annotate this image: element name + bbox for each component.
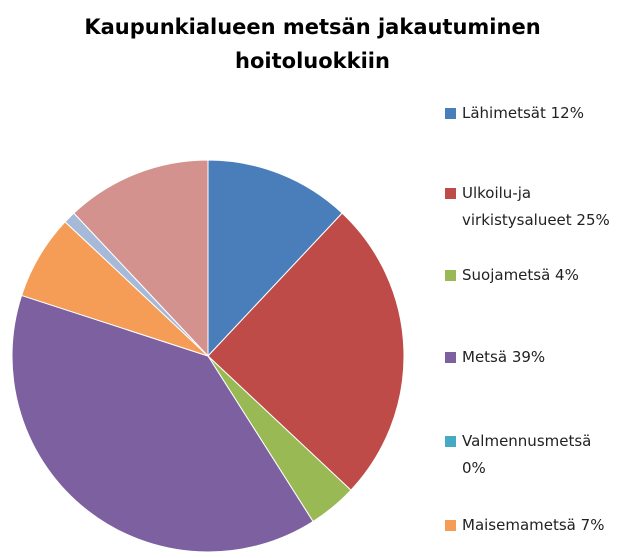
legend-entry: Metsä 39%	[445, 344, 620, 371]
legend-swatch	[445, 188, 456, 199]
legend-swatch	[445, 352, 456, 363]
legend-label: Metsä 39%	[462, 348, 546, 366]
legend-entry: Suojametsä 4%	[445, 262, 620, 289]
legend-swatch	[445, 108, 456, 119]
pie-slice	[73, 159, 209, 358]
legend-entry: Maisemametsä 7%	[445, 512, 620, 539]
legend-swatch	[445, 436, 456, 447]
legend-label: Lähimetsät 12%	[462, 104, 584, 122]
legend-label: Maisemametsä 7%	[462, 516, 605, 534]
pie-slice	[207, 212, 405, 491]
legend-label: Suojametsä 4%	[462, 266, 579, 284]
legend-entry: Ulkoilu-ja virkistysalueet 25%	[445, 180, 620, 234]
legend-entry: Lähimetsät 12%	[445, 100, 620, 127]
pie-chart	[11, 159, 405, 553]
pie-slice	[11, 294, 314, 553]
pie-slice	[207, 159, 343, 358]
legend-swatch	[445, 520, 456, 531]
legend-label: Ulkoilu-ja virkistysalueet 25%	[462, 184, 610, 229]
legend-entry: Valmennusmetsä 0%	[445, 428, 620, 482]
legend-label: Valmennusmetsä 0%	[462, 432, 592, 477]
legend-swatch	[445, 270, 456, 281]
chart-title: Kaupunkialueen metsän jakautuminen hoito…	[84, 15, 541, 73]
